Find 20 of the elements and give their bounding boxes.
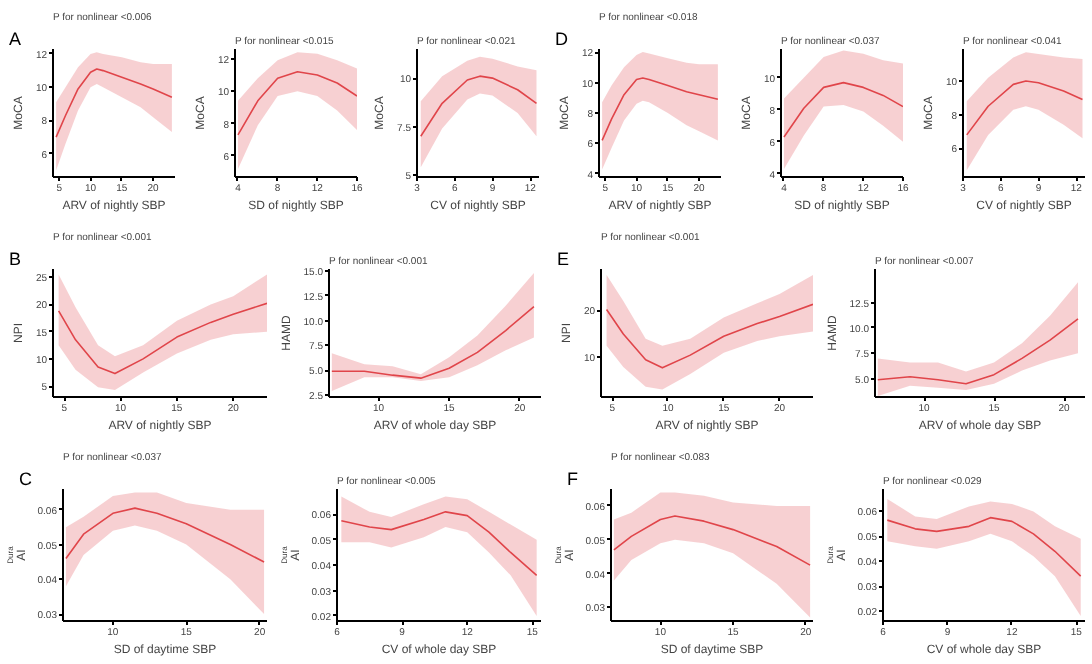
text: A bbox=[9, 29, 22, 49]
line-series bbox=[55, 68, 173, 138]
text: E bbox=[557, 249, 570, 269]
line-series bbox=[237, 70, 357, 136]
text: B bbox=[9, 249, 22, 269]
line-series bbox=[613, 515, 811, 566]
text: C bbox=[19, 469, 33, 489]
line-series bbox=[340, 511, 538, 577]
line-series bbox=[783, 81, 903, 138]
line-series bbox=[57, 302, 267, 375]
line-series bbox=[605, 303, 813, 369]
line-series bbox=[331, 305, 535, 379]
line-series bbox=[419, 75, 538, 138]
text: D bbox=[555, 29, 569, 49]
line-series bbox=[886, 516, 1082, 577]
line-series bbox=[965, 80, 1084, 136]
line-series bbox=[601, 77, 719, 142]
text: F bbox=[567, 469, 579, 489]
line-series bbox=[877, 317, 1079, 385]
line-series bbox=[65, 507, 265, 563]
